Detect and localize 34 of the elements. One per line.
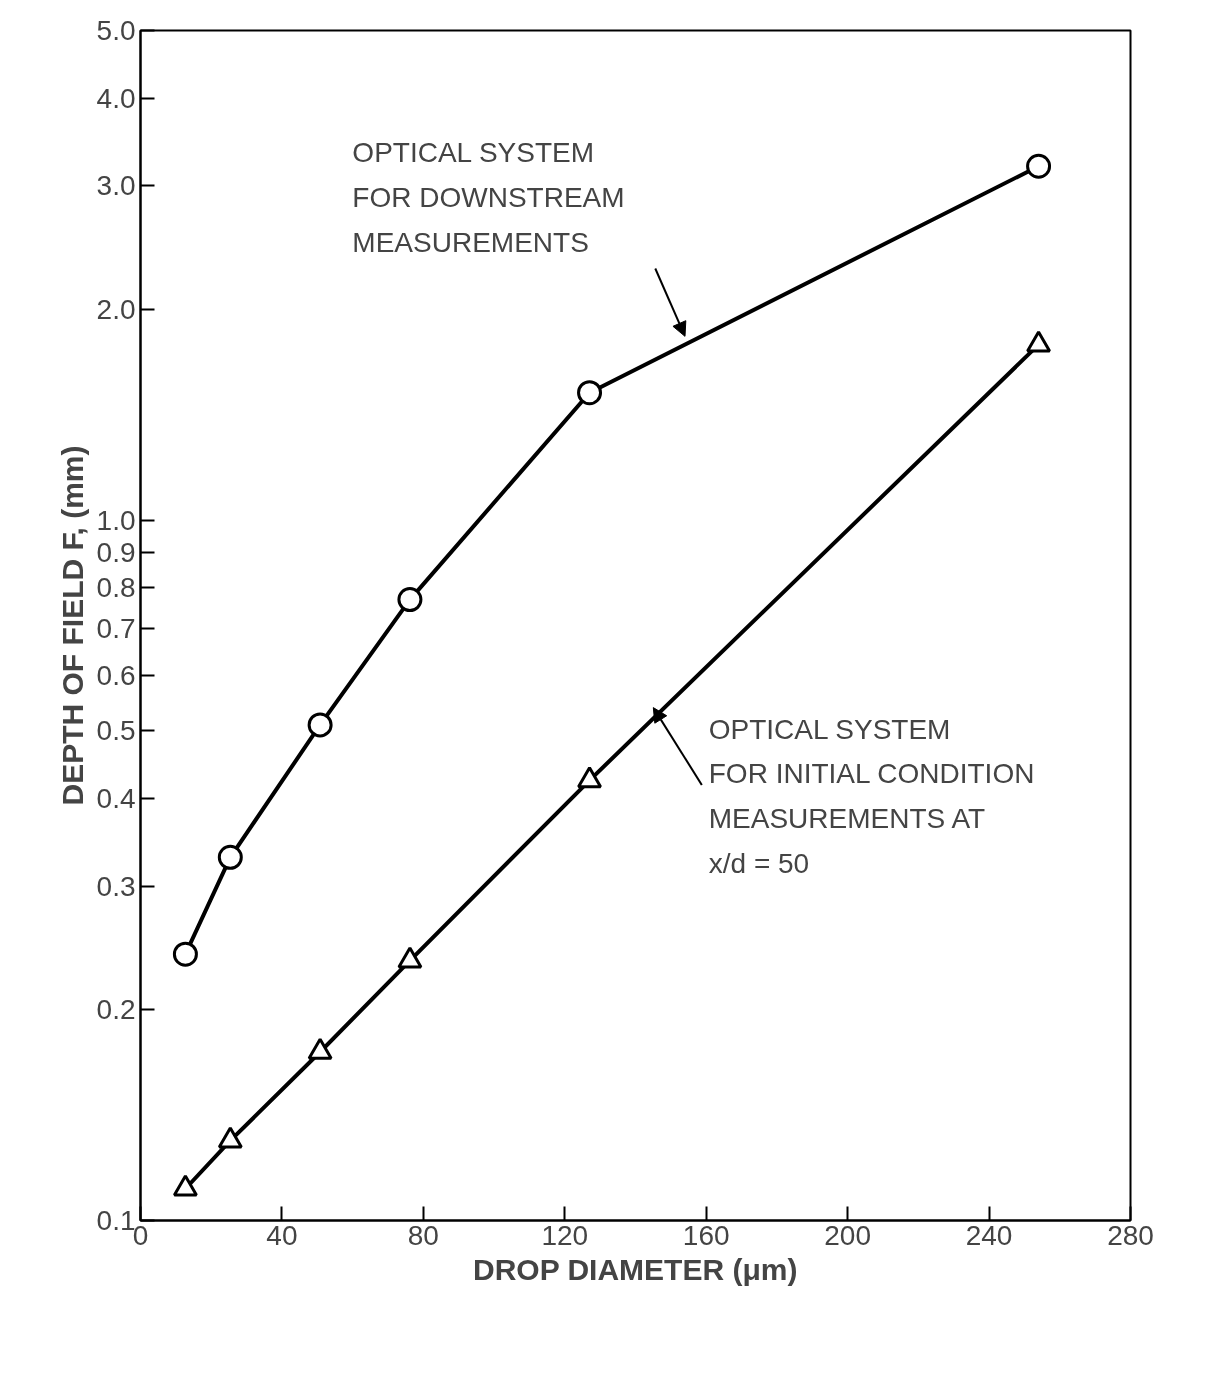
y-tick-label: 5.0 (96, 15, 136, 46)
x-tick-label: 200 (824, 1219, 871, 1251)
point (1026, 153, 1052, 179)
point (217, 844, 243, 870)
y-tick-label: 3.0 (96, 170, 136, 202)
y-tick-label: 0.2 (96, 994, 136, 1026)
y-tick-label: 0.5 (96, 715, 136, 747)
y-tick-label: 0.3 (96, 870, 136, 902)
point (577, 766, 603, 789)
annotation: OPTICAL SYSTEM FOR INITIAL CONDITION MEASUREMENTS AT x/d = 50 (708, 713, 1035, 880)
x-tick-label: 120 (541, 1219, 589, 1251)
x-axis-title: DROP DIAMETER (μm) (472, 1252, 798, 1286)
annotation: OPTICAL SYSTEM FOR DOWNSTREAM MEASUREMENTS (352, 136, 625, 258)
y-tick-label: 2.0 (96, 293, 136, 325)
point (307, 1037, 333, 1060)
y-tick-label: 4.0 (96, 82, 136, 114)
y-tick-label: 0.8 (96, 572, 136, 604)
point (577, 380, 603, 406)
x-tick-label: 160 (682, 1219, 730, 1251)
y-axis-title: DEPTH OF FIELD F, (mm) (55, 445, 89, 806)
x-tick-label: 80 (407, 1219, 439, 1251)
x-tick-label: 40 (266, 1219, 298, 1251)
y-tick-label: 0.7 (96, 613, 136, 645)
point (307, 712, 333, 738)
y-tick-label: 1.0 (96, 504, 136, 536)
point (397, 946, 423, 969)
point (397, 587, 423, 613)
y-tick-label: 0.9 (96, 536, 136, 568)
y-tick-label: 0.6 (96, 659, 136, 691)
x-tick-label: 280 (1107, 1219, 1154, 1251)
x-tick-label: 240 (965, 1219, 1013, 1251)
point (217, 1126, 243, 1149)
point (172, 1174, 198, 1197)
y-tick-label: 0.4 (96, 783, 136, 815)
